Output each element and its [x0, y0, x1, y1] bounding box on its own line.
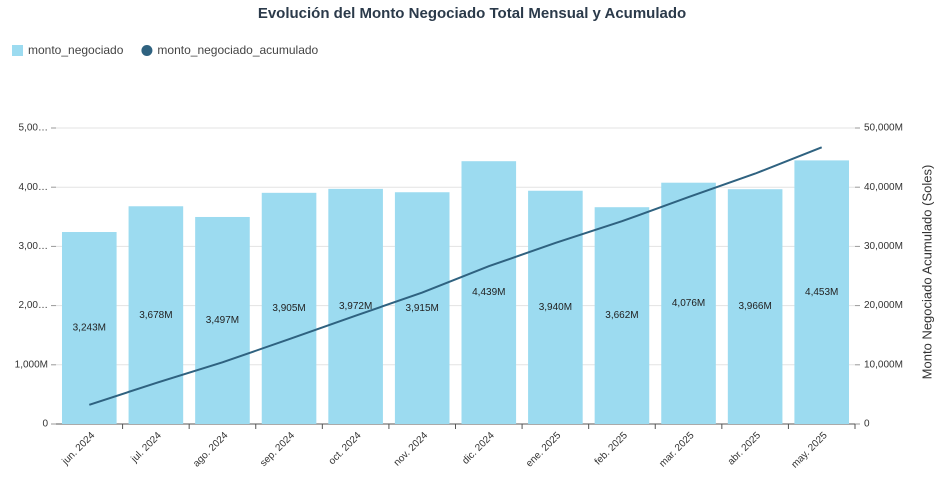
bar	[727, 189, 783, 424]
data-label: 3,678M	[139, 310, 172, 321]
x-tick-label: jun. 2024	[60, 430, 98, 468]
x-tick-label: ene. 2025	[524, 430, 564, 470]
y2-tick-label: 30,000M	[864, 241, 903, 252]
bar	[594, 207, 650, 424]
x-tick-label: jul. 2024	[129, 430, 165, 466]
data-label: 3,940M	[539, 302, 572, 313]
data-label: 3,905M	[272, 303, 305, 314]
data-label: 3,966M	[738, 301, 771, 312]
y-tick-label: 5,00…	[19, 123, 48, 134]
bar	[461, 161, 517, 425]
data-label: 3,915M	[406, 303, 439, 314]
y-tick-label: 0	[42, 419, 48, 430]
legend-label: monto_negociado_acumulado	[157, 43, 318, 57]
x-tick-label: ago. 2024	[191, 430, 231, 470]
y-tick-label: 4,00…	[19, 182, 48, 193]
y-tick-label: 1,000M	[15, 359, 48, 370]
y-tick-label: 2,00…	[19, 300, 48, 311]
bar	[394, 192, 450, 424]
y2-axis-title: Monto Negociado Acumulado (Soles)	[919, 165, 934, 380]
legend-swatch	[141, 45, 153, 56]
data-label: 3,662M	[605, 310, 638, 321]
legend-label: monto_negociado	[28, 43, 124, 57]
x-tick-label: sep. 2024	[258, 430, 297, 469]
line	[88, 146, 823, 406]
y2-tick-label: 50,000M	[864, 123, 903, 134]
data-label: 3,972M	[339, 301, 372, 312]
bar	[61, 232, 117, 424]
data-label: 3,243M	[73, 323, 106, 334]
bar	[794, 160, 850, 425]
x-tick-label: mar. 2025	[657, 430, 697, 470]
legend-swatch	[12, 45, 23, 56]
x-tick-label: dic. 2024	[460, 430, 497, 467]
data-label: 4,439M	[472, 287, 505, 298]
bar	[328, 188, 383, 424]
data-label: 4,453M	[805, 287, 838, 298]
y2-tick-label: 40,000M	[864, 182, 903, 193]
x-tick-label: may. 2025	[789, 430, 830, 471]
y2-tick-label: 10,000M	[864, 359, 903, 370]
bar	[195, 216, 250, 424]
data-label: 3,497M	[206, 315, 239, 326]
data-label: 4,076M	[672, 298, 705, 309]
x-tick-label: oct. 2024	[327, 430, 364, 467]
y2-tick-label: 0	[864, 419, 870, 430]
x-tick-label: nov. 2024	[392, 430, 431, 469]
y2-tick-label: 20,000M	[864, 300, 903, 311]
chart-title: Evolución del Monto Negociado Total Mens…	[258, 5, 686, 22]
x-tick-label: feb. 2025	[593, 430, 631, 468]
bar	[128, 206, 184, 424]
y-tick-label: 3,00…	[19, 241, 48, 252]
x-tick-label: abr. 2025	[726, 430, 764, 468]
bar	[528, 190, 583, 424]
bar	[261, 192, 317, 424]
bar	[661, 182, 716, 424]
